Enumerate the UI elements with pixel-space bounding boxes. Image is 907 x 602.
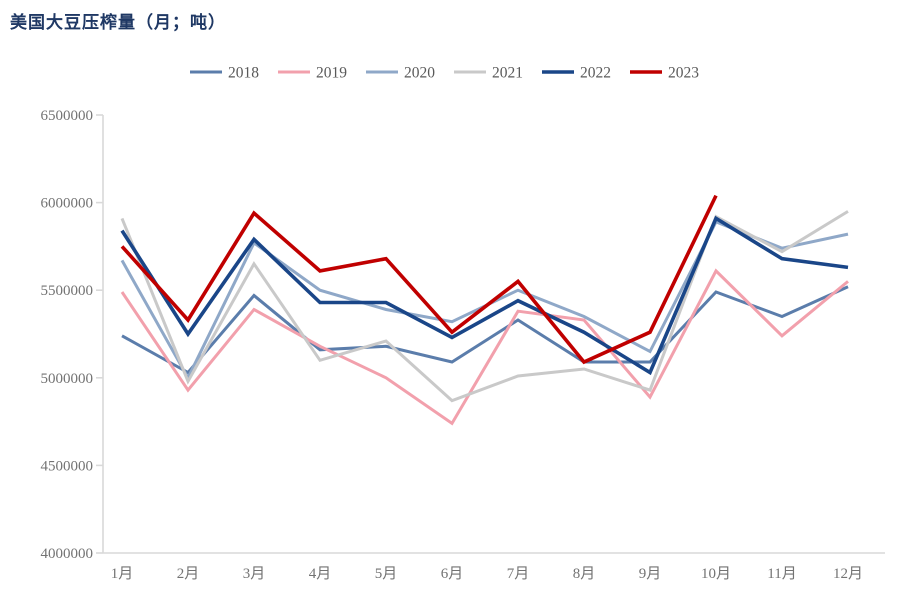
y-tick-label: 6500000 [41,108,94,124]
series-line-2019 [120,268,849,426]
x-tick-label: 10月 [701,566,731,582]
legend-label-2019: 2019 [316,65,347,82]
legend-label-2020: 2020 [404,65,435,82]
series-line-2023 [120,194,718,365]
x-tick-label: 2月 [177,566,200,582]
x-tick-label: 6月 [441,566,464,582]
series-line-2021 [120,210,849,403]
x-tick-label: 11月 [767,566,796,582]
legend-label-2022: 2022 [580,65,611,82]
x-tick-label: 12月 [833,566,863,582]
legend-label-2021: 2021 [492,65,523,82]
x-tick-label: 5月 [375,566,398,582]
legend-item-2023: 2023 [630,65,699,82]
series-line-2022 [120,215,849,376]
chart-title: 美国大豆压榨量（月；吨） [10,13,226,32]
legend-item-2022: 2022 [542,65,611,82]
series-line-2018 [121,285,849,375]
x-tick-label: 7月 [507,566,530,582]
legend-item-2019: 2019 [278,65,347,82]
y-tick-label: 5500000 [41,283,94,299]
y-tick-label: 6000000 [41,196,94,212]
y-tick-label: 5000000 [41,371,94,387]
legend-label-2018: 2018 [228,65,259,82]
x-tick-label: 4月 [309,566,332,582]
legend-item-2020: 2020 [366,65,435,82]
legend-item-2018: 2018 [190,65,259,82]
y-tick-label: 4000000 [41,546,94,562]
x-tick-label: 9月 [639,566,662,582]
legend-label-2023: 2023 [668,65,699,82]
x-tick-label: 3月 [243,566,266,582]
y-tick-label: 4500000 [41,458,94,474]
legend-item-2021: 2021 [454,65,523,82]
x-tick-label: 1月 [111,566,134,582]
x-tick-label: 8月 [573,566,596,582]
